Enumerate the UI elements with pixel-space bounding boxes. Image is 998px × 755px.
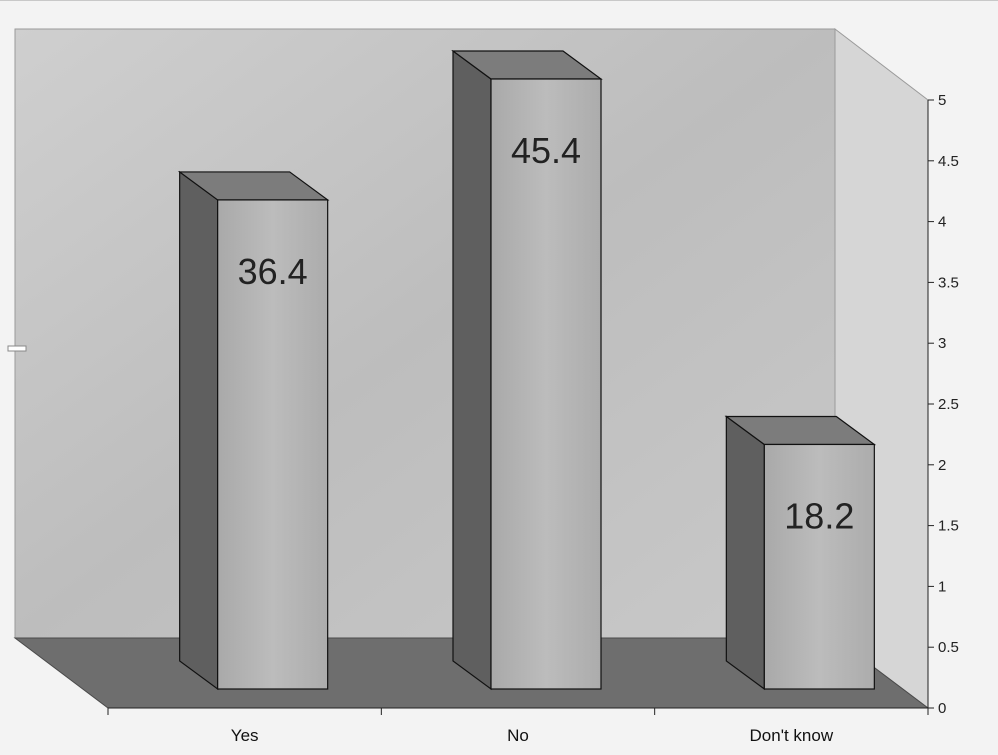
y-tick-label: 1 [938, 578, 946, 595]
y-tick-label: 0 [938, 700, 946, 717]
bar-side-face [725, 415, 765, 691]
y-tick-label: 4 [938, 214, 946, 231]
y-tick-label: 3 [938, 335, 946, 352]
y-tick-label: 0.5 [938, 639, 959, 656]
bar-side-face [452, 49, 492, 691]
bar-1 [177, 170, 330, 691]
left-edge-marker [7, 345, 27, 352]
y-tick-label: 4.5 [938, 153, 959, 170]
bar-side-face [179, 170, 219, 691]
x-tick-label: No [507, 726, 529, 745]
bar-3 [724, 415, 877, 691]
x-tick-label: Don't know [750, 726, 834, 745]
y-tick-label: 5 [938, 92, 946, 109]
bar-front-face [217, 199, 329, 690]
data-label: 45.4 [511, 130, 581, 171]
back-wall [14, 28, 836, 639]
bar-front-face [763, 443, 875, 690]
bar-front-face [490, 78, 602, 690]
data-label: 18.2 [784, 495, 854, 536]
y-tick-label: 2.5 [938, 396, 959, 413]
data-label: 36.4 [238, 251, 308, 292]
y-tick-label: 3.5 [938, 274, 959, 291]
y-tick-label: 1.5 [938, 518, 959, 535]
bar-2 [451, 49, 603, 691]
x-tick-label: Yes [231, 726, 259, 745]
y-tick-label: 2 [938, 457, 946, 474]
